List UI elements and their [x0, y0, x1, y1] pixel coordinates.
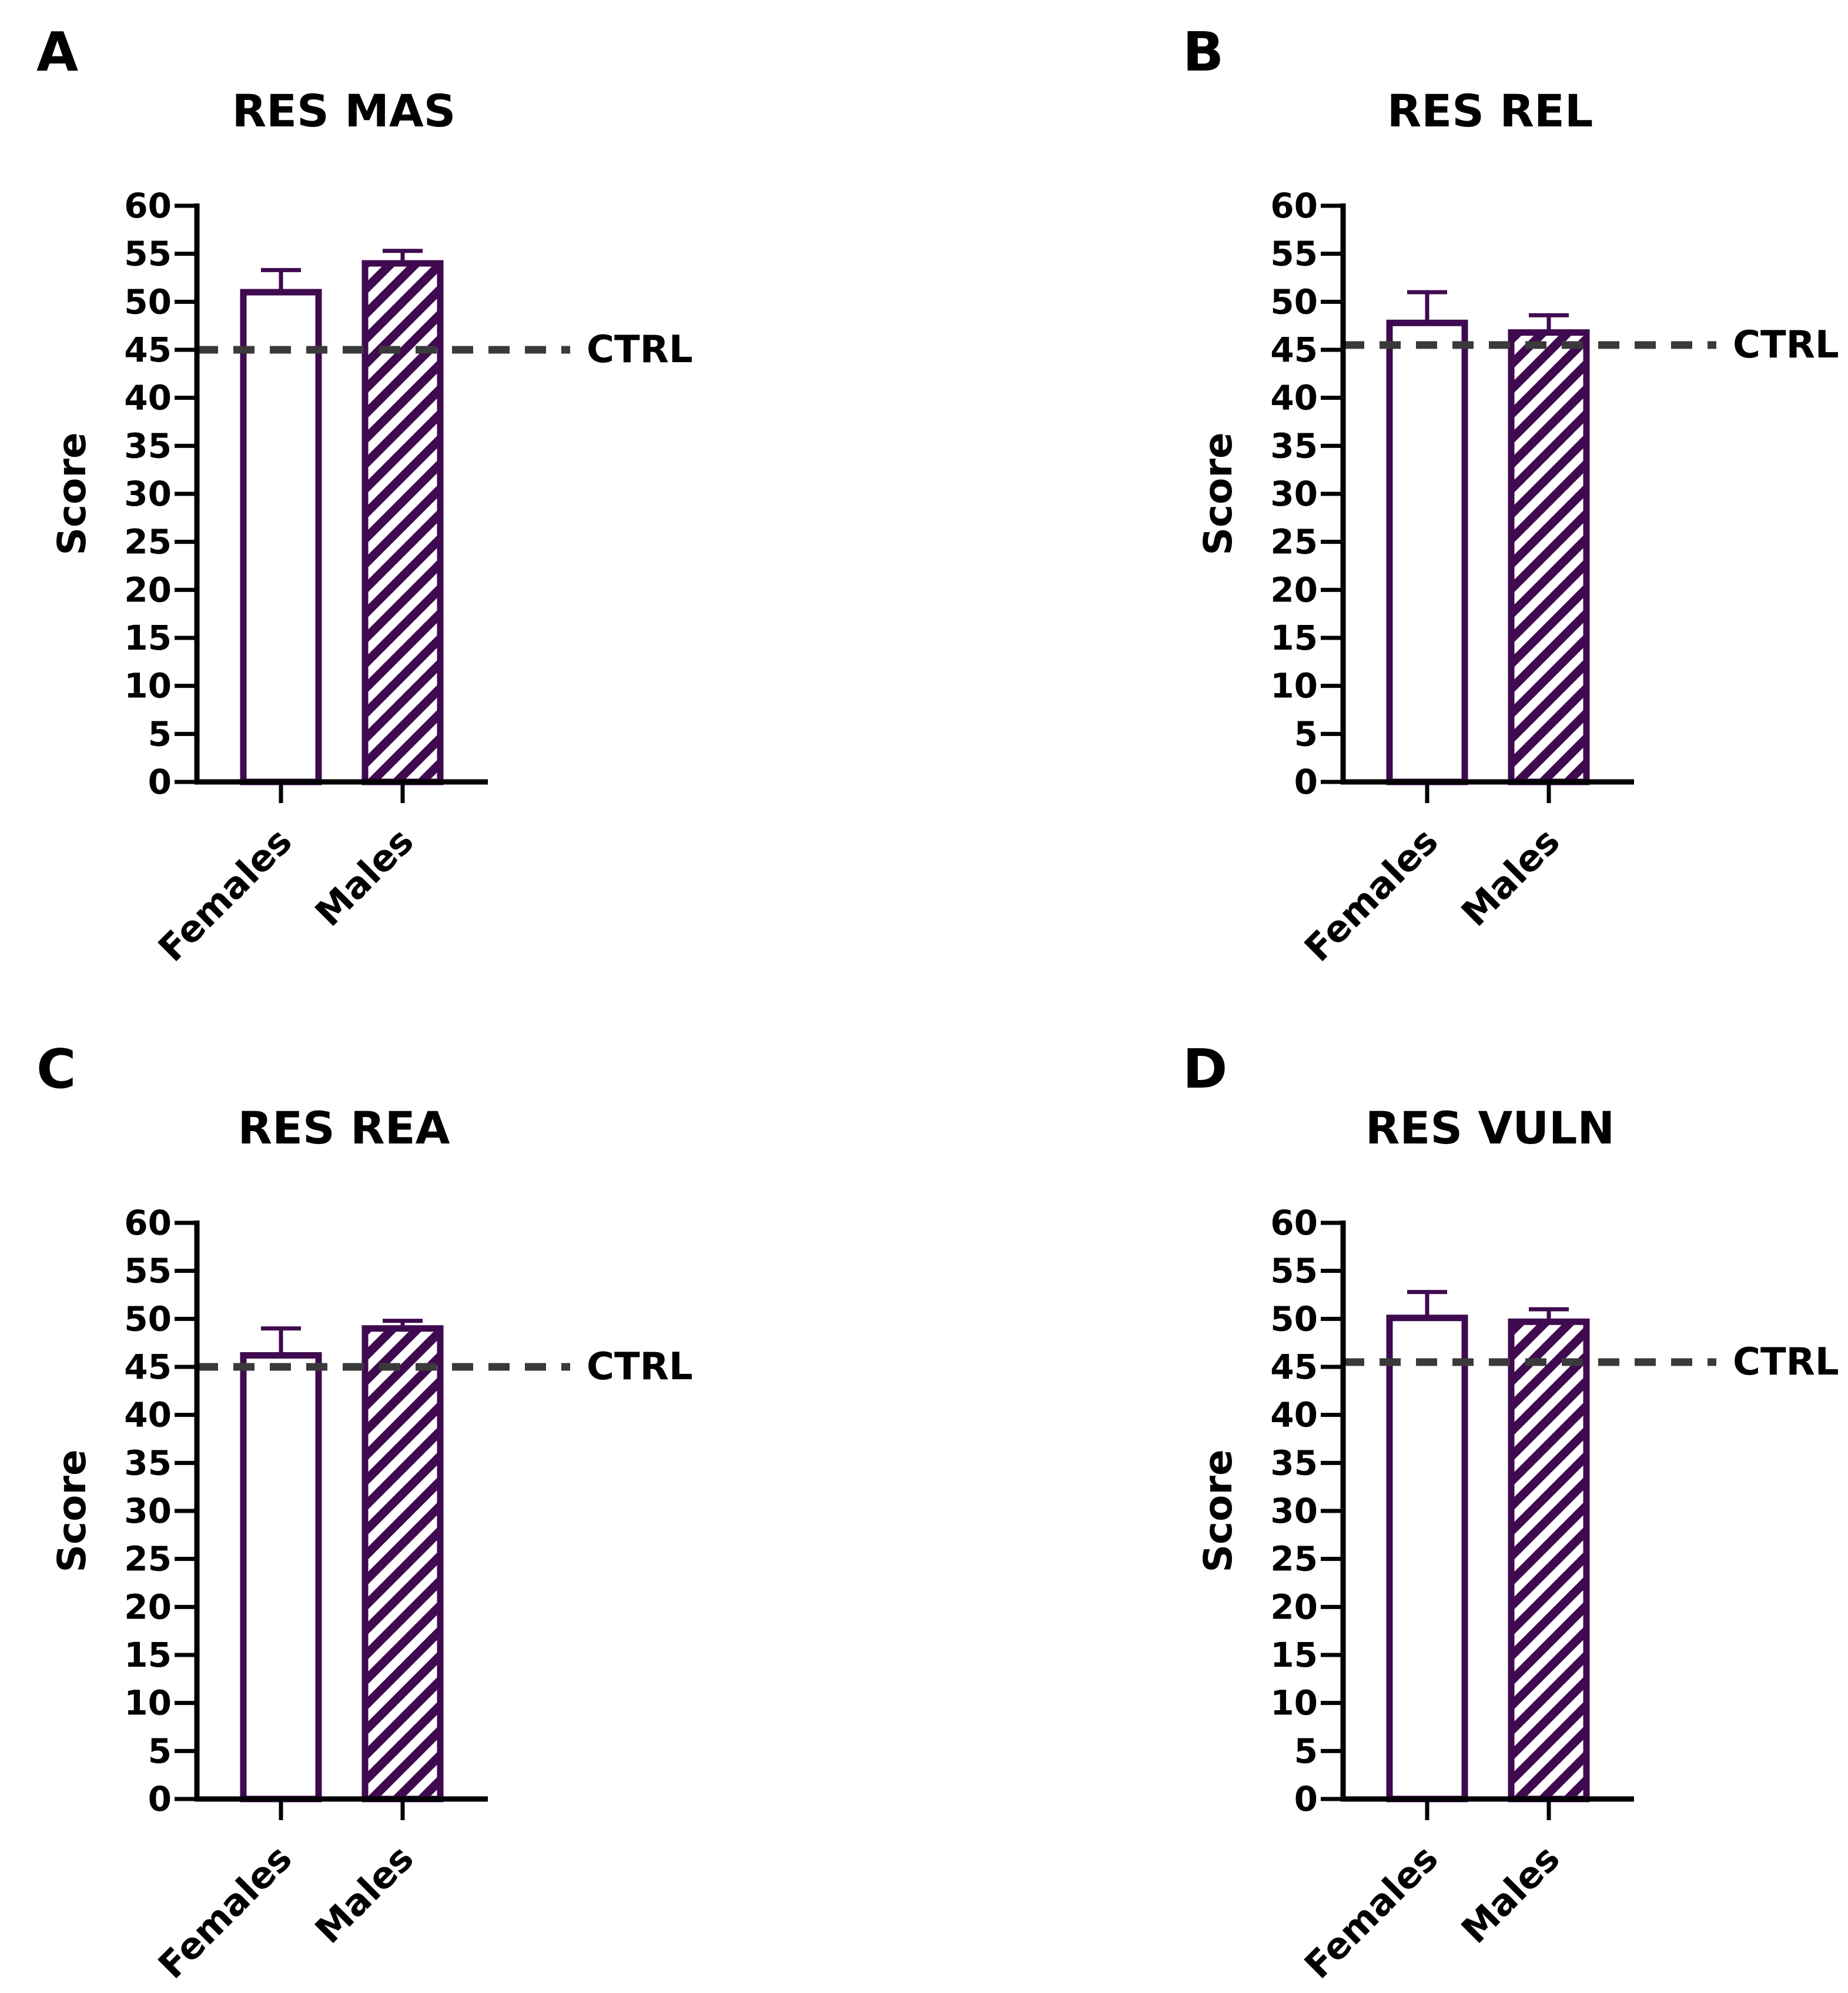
y-tick-label: 45 — [124, 1347, 172, 1387]
y-tick-label: 50 — [1270, 282, 1318, 322]
y-tick-label: 55 — [124, 1251, 172, 1291]
chart-title: RES VULN — [1365, 1102, 1615, 1154]
y-tick-label: 50 — [124, 282, 172, 322]
bar-females — [1386, 319, 1468, 785]
chart-title: RES MAS — [232, 85, 456, 137]
y-tick-label: 0 — [148, 762, 172, 802]
y-tick-label: 60 — [1270, 186, 1318, 226]
bar-males — [361, 260, 444, 785]
y-tick-label: 50 — [124, 1299, 172, 1339]
y-tick-label: 45 — [1270, 1347, 1318, 1387]
y-tick-label: 25 — [1270, 1539, 1318, 1579]
chart-panel: D RES VULN CTRL 0 5 10 15 20 25 30 35 40 45 50 55 60 Sco… — [1183, 1038, 1839, 1987]
chart-panel: B RES REL CTRL 0 5 10 15 20 25 30 35 40 45 50 55 60 Scor… — [1183, 21, 1839, 970]
y-tick-label: 55 — [1270, 234, 1318, 274]
y-tick-label: 30 — [124, 1491, 172, 1531]
bar-males — [1508, 329, 1590, 785]
y-tick-label: 25 — [124, 1539, 172, 1579]
chart-panel: A RES MAS CTRL 0 5 10 15 20 25 30 35 40 45 50 55 60 Scor… — [36, 21, 693, 970]
panel-letter: A — [36, 21, 78, 83]
y-tick-label: 20 — [1270, 1587, 1318, 1627]
y-tick-label: 0 — [148, 1779, 172, 1819]
chart-title: RES REL — [1387, 85, 1593, 137]
y-tick-label: 10 — [124, 666, 172, 706]
y-tick-label: 40 — [1270, 1395, 1318, 1435]
bar-females — [240, 1352, 322, 1803]
y-axis-label: Score — [1196, 432, 1241, 555]
y-tick-label: 40 — [124, 378, 172, 418]
x-tick-label-females: Females — [1296, 1837, 1447, 1987]
chart-panel: C RES REA CTRL 0 5 10 15 20 25 30 35 40 45 50 55 60 Scor… — [36, 1038, 693, 1987]
y-axis-label: Score — [49, 1449, 95, 1572]
bar-females — [240, 289, 322, 785]
y-tick-label: 10 — [124, 1683, 172, 1723]
y-tick-label: 10 — [1270, 666, 1318, 706]
ctrl-label: CTRL — [587, 328, 693, 372]
y-tick-label: 0 — [1294, 762, 1318, 802]
y-tick-label: 60 — [124, 186, 172, 226]
y-tick-label: 60 — [1270, 1203, 1318, 1243]
bar-males — [1508, 1318, 1590, 1803]
ctrl-label: CTRL — [1733, 323, 1839, 367]
y-tick-label: 5 — [148, 1731, 172, 1771]
y-tick-label: 15 — [1270, 618, 1318, 658]
panel-letter: B — [1183, 21, 1224, 83]
x-tick-label-males: Males — [1453, 820, 1568, 935]
y-tick-label: 15 — [124, 1635, 172, 1675]
y-axis-label: Score — [49, 432, 95, 555]
y-tick-label: 40 — [124, 1395, 172, 1435]
y-tick-label: 40 — [1270, 378, 1318, 418]
y-tick-label: 5 — [1294, 714, 1318, 754]
panel-letter: D — [1183, 1038, 1227, 1101]
y-tick-label: 60 — [124, 1203, 172, 1243]
y-tick-label: 35 — [124, 426, 172, 466]
y-tick-label: 30 — [1270, 1491, 1318, 1531]
y-tick-label: 20 — [124, 570, 172, 610]
y-tick-label: 30 — [1270, 474, 1318, 514]
chart-title: RES REA — [238, 1102, 450, 1154]
y-tick-label: 55 — [124, 234, 172, 274]
x-tick-label-females: Females — [1296, 820, 1447, 970]
y-axis-label: Score — [1196, 1449, 1241, 1572]
y-tick-label: 5 — [1294, 1731, 1318, 1771]
y-tick-label: 25 — [1270, 522, 1318, 562]
y-tick-label: 0 — [1294, 1779, 1318, 1819]
y-tick-label: 10 — [1270, 1683, 1318, 1723]
x-tick-label-males: Males — [1453, 1837, 1568, 1952]
y-tick-label: 55 — [1270, 1251, 1318, 1291]
y-tick-label: 5 — [148, 714, 172, 754]
y-tick-label: 20 — [1270, 570, 1318, 610]
y-tick-label: 35 — [1270, 426, 1318, 466]
x-tick-label-females: Females — [150, 820, 300, 970]
ctrl-label: CTRL — [587, 1345, 693, 1389]
y-tick-label: 45 — [1270, 330, 1318, 370]
panel-letter: C — [36, 1038, 76, 1101]
x-tick-label-males: Males — [307, 1837, 422, 1952]
y-tick-label: 15 — [124, 618, 172, 658]
ctrl-label: CTRL — [1733, 1340, 1839, 1384]
y-tick-label: 45 — [124, 330, 172, 370]
y-tick-label: 50 — [1270, 1299, 1318, 1339]
y-tick-label: 30 — [124, 474, 172, 514]
x-tick-label-females: Females — [150, 1837, 300, 1987]
y-tick-label: 15 — [1270, 1635, 1318, 1675]
y-tick-label: 35 — [124, 1443, 172, 1483]
bar-females — [1386, 1315, 1468, 1803]
x-tick-label-males: Males — [307, 820, 422, 935]
y-tick-label: 20 — [124, 1587, 172, 1627]
y-tick-label: 35 — [1270, 1443, 1318, 1483]
bar-males — [361, 1325, 444, 1803]
y-tick-label: 25 — [124, 522, 172, 562]
